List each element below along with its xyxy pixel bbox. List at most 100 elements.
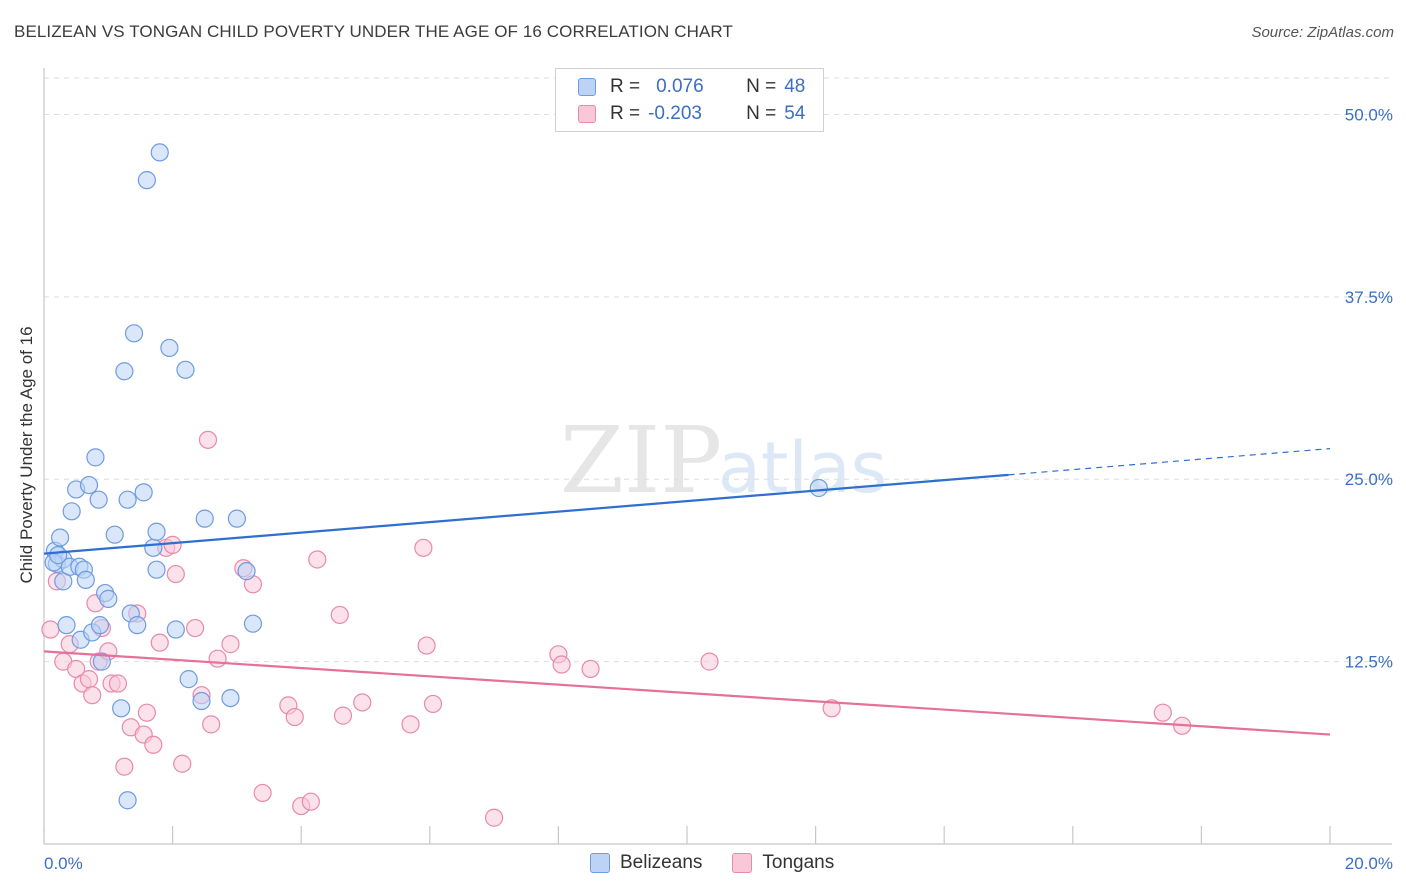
tongan-point (353, 693, 372, 712)
belizean-point (195, 509, 214, 528)
tongan-point (137, 703, 156, 722)
belizean-point (128, 616, 147, 635)
tongan-point (144, 735, 163, 754)
tongan-point (108, 674, 128, 693)
n-label: N = (746, 76, 777, 97)
belizean-point (112, 699, 131, 718)
tongan-point (166, 564, 185, 584)
belizean-point (89, 490, 108, 509)
tongan-point (202, 715, 221, 734)
tongan-swatch (578, 105, 596, 123)
tongan-point (700, 652, 719, 671)
tongan-point (301, 792, 320, 811)
tongan-point (208, 649, 227, 668)
belizean-point (179, 670, 198, 689)
legend-row-tongans: R = -0.203 N = 54 (578, 102, 805, 126)
tongan-point (163, 535, 182, 554)
tongan-point (41, 620, 60, 639)
belizean-trend-extension (1008, 448, 1331, 476)
tongan-point (401, 715, 420, 734)
belizean-point (90, 616, 110, 635)
tongan-point (285, 707, 304, 727)
tongan-point (253, 783, 272, 803)
chart-title: BELIZEAN VS TONGAN CHILD POVERTY UNDER T… (14, 22, 733, 41)
trend-lines (43, 448, 1331, 736)
x-tick-label-max: 20.0% (1345, 854, 1393, 873)
tongan-point (330, 605, 349, 625)
tongan-point (308, 550, 327, 569)
belizean-point (237, 562, 256, 581)
tongan-point (221, 635, 240, 654)
belizean-point (99, 589, 118, 608)
belizean-point (124, 324, 144, 343)
belizean-point (144, 538, 163, 557)
tongan-point (1153, 703, 1172, 722)
tick-labels: 12.5% 25.0% 37.5% 50.0% 0.0% 20.0% (44, 105, 1393, 873)
belizean-point (62, 502, 81, 521)
tongan-point (581, 659, 600, 679)
r-value: 0.076 (656, 76, 704, 97)
tongan-point (198, 430, 218, 449)
x-tick-label-min: 0.0% (44, 854, 83, 873)
watermark-zip: ZIP (560, 407, 722, 514)
belizean-swatch (590, 853, 610, 873)
belizean-point (147, 560, 166, 579)
belizean-point (243, 614, 263, 633)
tongan-trend-line (43, 650, 1331, 736)
belizean-point (134, 483, 153, 502)
belizean-point (809, 478, 828, 498)
legend-item-belizeans: Belizeans (590, 852, 702, 874)
tongan-point (115, 757, 134, 776)
belizean-point (105, 525, 124, 544)
belizean-point (192, 691, 211, 711)
n-label: N = (746, 103, 777, 124)
n-value: 48 (784, 76, 806, 97)
tongan-point (414, 538, 433, 557)
tongan-point (552, 655, 571, 674)
r-value: -0.203 (648, 103, 702, 124)
tongan-swatch (732, 853, 753, 873)
n-value: 54 (784, 103, 806, 124)
tongan-point (150, 633, 169, 652)
tongan-point (83, 686, 102, 705)
belizean-trend-line (43, 473, 1009, 555)
belizean-point (57, 616, 76, 635)
belizean-point (76, 570, 95, 590)
belizean-point (118, 791, 137, 810)
source-label: Source: ZipAtlas.com (1251, 24, 1394, 41)
y-tick-label: 25.0% (1345, 470, 1393, 489)
belizean-point (166, 620, 185, 639)
belizean-point (118, 490, 137, 509)
tongan-point (417, 636, 436, 655)
belizean-point (86, 448, 105, 467)
axes (43, 68, 1392, 845)
tongan-point (333, 706, 353, 725)
belizean-point (150, 143, 169, 162)
y-tick-label: 50.0% (1345, 105, 1393, 124)
belizean-swatch (578, 78, 596, 96)
correlation-legend: R = 0.076 N = 48 R = -0.203 N = 54 (555, 68, 824, 132)
belizean-point (92, 652, 111, 671)
belizean-point (115, 362, 134, 381)
belizean-point (227, 509, 246, 528)
legend-label-belizeans: Belizeans (620, 852, 703, 873)
belizean-point (176, 360, 195, 379)
y-tick-label: 12.5% (1345, 653, 1393, 672)
tongan-point (186, 618, 205, 638)
r-label: R = (610, 103, 641, 124)
legend-label-tongans: Tongans (762, 852, 835, 873)
r-label: R = (610, 76, 641, 97)
legend-item-tongans: Tongans (732, 852, 834, 874)
belizean-point (160, 338, 179, 358)
belizean-point (49, 546, 68, 565)
legend-row-belizeans: R = 0.076 N = 48 (578, 75, 805, 99)
y-tick-label: 37.5% (1345, 288, 1393, 307)
belizean-point (147, 522, 166, 541)
series-legend: Belizeans Tongans (590, 852, 864, 874)
belizean-points (44, 143, 828, 810)
tongan-point (822, 699, 841, 718)
tongan-point (173, 754, 192, 773)
tongan-point (423, 694, 443, 714)
belizean-point (79, 475, 99, 495)
